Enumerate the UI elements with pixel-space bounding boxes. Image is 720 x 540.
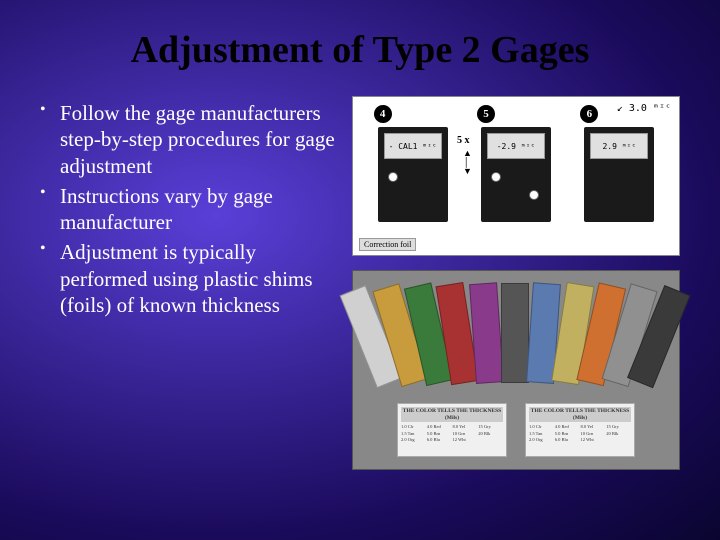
shim-card-title: THE COLOR TELLS THE THICKNESS (Mils) [401,407,503,422]
shim-cards: THE COLOR TELLS THE THICKNESS (Mils) 1.0… [365,403,667,457]
bullet-text: Adjustment is typically performed using … [60,239,340,318]
gage-step-6: 6 2.9 ᵐᶦᶜ [574,105,664,222]
step-number: 6 [580,105,598,123]
image-column: 5 x ▲│▼ ↙ 3.0 ᵐᶦᶜ 4 - CAL1 ᵐᶦᶜ 5 -2.9 ᵐᶦ… [352,96,680,470]
gage-body: - CAL1 ᵐᶦᶜ [378,127,448,222]
shim-card-grid: 1.0 Clr4.0 Red8.0 Yel15 Gry 1.5 Tan5.0 B… [401,424,503,442]
gage-button-icon [491,172,501,182]
gage-button-icon [388,172,398,182]
shim-card-title: THE COLOR TELLS THE THICKNESS (Mils) [529,407,631,422]
step-number: 4 [374,105,392,123]
gage-screen: 2.9 ᵐᶦᶜ [590,133,648,159]
bullet-text: Instructions vary by gage manufacturer [60,183,340,236]
bullet-marker: • [40,239,60,318]
bullet-list: • Follow the gage manufacturers step-by-… [40,96,340,470]
gage-button-icon [529,190,539,200]
slide-title: Adjustment of Type 2 Gages [40,28,680,72]
bullet-marker: • [40,100,60,179]
bullet-text: Follow the gage manufacturers step-by-st… [60,100,340,179]
five-x-label: 5 x [457,135,470,146]
content-row: • Follow the gage manufacturers step-by-… [40,96,680,470]
shim-foil [501,283,529,383]
gage-step-4: 4 - CAL1 ᵐᶦᶜ [368,105,458,222]
correction-foil-label: Correction foil [359,238,416,251]
gage-diagram: 5 x ▲│▼ ↙ 3.0 ᵐᶦᶜ 4 - CAL1 ᵐᶦᶜ 5 -2.9 ᵐᶦ… [352,96,680,256]
gage-screen: - CAL1 ᵐᶦᶜ [384,133,442,159]
bullet-item: • Instructions vary by gage manufacturer [40,183,340,236]
gage-body: -2.9 ᵐᶦᶜ [481,127,551,222]
shims-photo: THE COLOR TELLS THE THICKNESS (Mils) 1.0… [352,270,680,470]
shim-card: THE COLOR TELLS THE THICKNESS (Mils) 1.0… [397,403,507,457]
bullet-marker: • [40,183,60,236]
shim-card-grid: 1.0 Clr4.0 Red8.0 Yel15 Gry 1.5 Tan5.0 B… [529,424,631,442]
shim-fan [365,283,667,393]
gage-body: 2.9 ᵐᶦᶜ [584,127,654,222]
step-number: 5 [477,105,495,123]
bullet-item: • Adjustment is typically performed usin… [40,239,340,318]
bullet-item: • Follow the gage manufacturers step-by-… [40,100,340,179]
slide: Adjustment of Type 2 Gages • Follow the … [0,0,720,540]
gage-step-5: 5 -2.9 ᵐᶦᶜ [471,105,561,222]
shim-card: THE COLOR TELLS THE THICKNESS (Mils) 1.0… [525,403,635,457]
reading-label: ↙ 3.0 ᵐᶦᶜ [617,103,671,114]
arrow-icon: ▲│▼ [463,149,472,176]
gage-screen: -2.9 ᵐᶦᶜ [487,133,545,159]
